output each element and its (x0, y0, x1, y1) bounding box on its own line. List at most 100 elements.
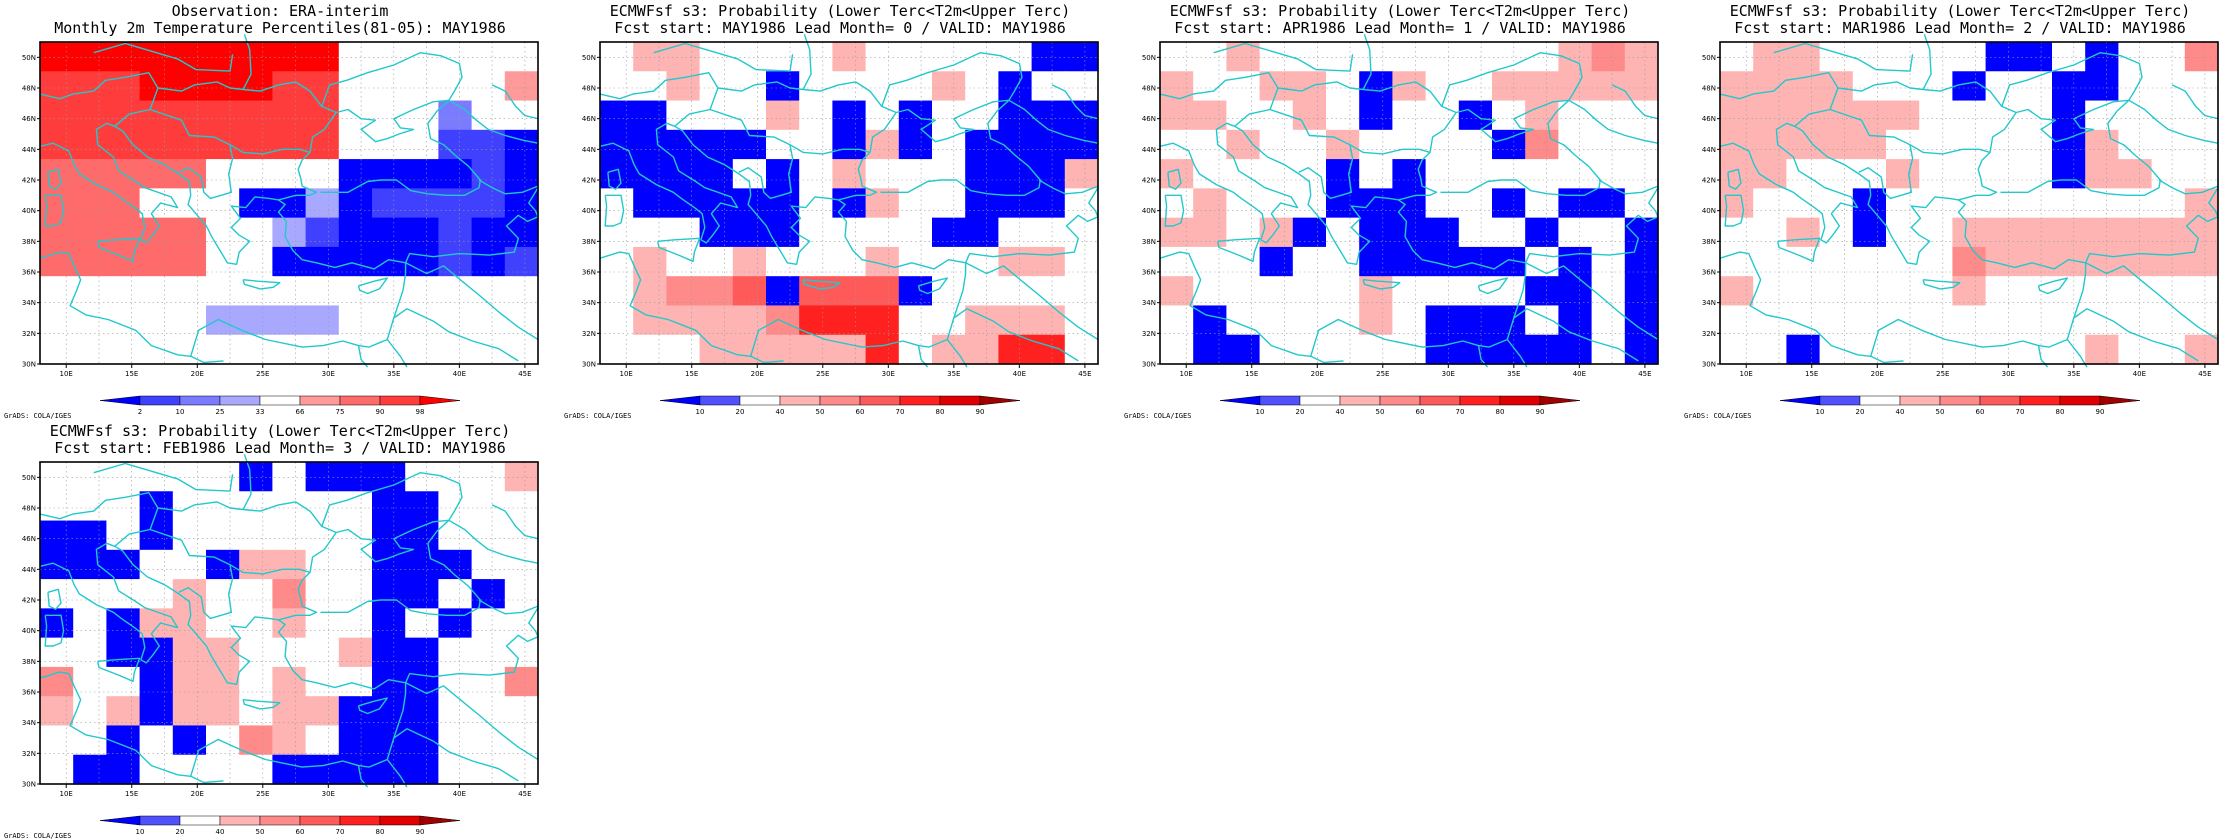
grid-cell (2151, 276, 2186, 307)
x-tick-label: 35E (1507, 370, 1520, 378)
grid-cell (239, 334, 273, 365)
grid-cell (2052, 217, 2086, 248)
colorbar-swatch (419, 395, 461, 406)
colorbar-swatch (259, 815, 301, 826)
grid-cell (504, 159, 539, 189)
grid-cell (206, 462, 240, 492)
x-tick-label: 15E (1245, 370, 1258, 378)
grid-cell (372, 129, 406, 160)
grid-cell (438, 696, 473, 727)
coastline (357, 697, 388, 715)
coastline (1922, 279, 1961, 290)
grid-cell (239, 549, 273, 580)
x-tick-label: 25E (256, 370, 269, 378)
y-tick-label: 38N (1142, 238, 1156, 246)
grid-cell (799, 188, 833, 219)
colorbar-label: 20 (1296, 408, 1305, 416)
grid-cell (1919, 188, 1953, 219)
grid-cell (1492, 42, 1526, 72)
grid-cell (2018, 305, 2053, 336)
grid-cell (239, 188, 273, 219)
grid-cell (338, 696, 373, 727)
grid-cell (732, 217, 767, 248)
grid-cell (1786, 276, 1821, 307)
grid-cell (1919, 129, 1953, 160)
grid-cell (172, 305, 207, 336)
coastline (964, 214, 1099, 264)
panel-title-line2: Fcst start: MAY1986 Lead Month= 0 / VALI… (614, 19, 1066, 37)
grid-cell (206, 159, 240, 189)
coastline (750, 355, 784, 364)
grid-cell (666, 217, 701, 248)
grid-cell (1392, 305, 1427, 336)
grid-cell (2118, 217, 2153, 248)
grid-cell (40, 579, 74, 609)
grid-cell (1753, 334, 1787, 365)
grid-cell (2018, 159, 2053, 189)
grid-cell (471, 549, 506, 580)
colorbar-label: 50 (1376, 408, 1385, 416)
grid-cell (1359, 217, 1393, 248)
grid-cell (1952, 129, 1987, 160)
grid-cell (1492, 159, 1526, 189)
grid-cell (1720, 276, 1754, 307)
grid-cell (1886, 42, 1920, 72)
grid-cell (1952, 71, 1987, 102)
grid-cell (1525, 334, 1559, 365)
grid-cell (965, 217, 999, 248)
grid-cell (1425, 71, 1460, 102)
grid-cell (1064, 42, 1099, 72)
grid-cell (666, 71, 701, 102)
grid-cell (73, 100, 107, 131)
coastline (1773, 42, 1914, 72)
grid-cell (338, 491, 373, 522)
panel-forecast-lead2: ECMWFsf s3: Probability (Lower Terc<T2m<… (1680, 0, 2240, 420)
coastline (1525, 262, 1659, 341)
grid-cell (106, 217, 141, 248)
grid-cell (1064, 71, 1099, 102)
coastline (44, 194, 65, 227)
coastline (1167, 168, 1182, 190)
grid-cell (1753, 100, 1787, 131)
grid-cell (932, 129, 966, 160)
grid-cell (732, 334, 767, 365)
grid-cell (172, 334, 207, 365)
grid-cell (1458, 334, 1493, 365)
grid-cell (799, 159, 833, 189)
grid-cell (898, 305, 933, 336)
grid-cell (1425, 159, 1460, 189)
grid-cell (1226, 100, 1261, 131)
colorbar-label: 25 (216, 408, 225, 416)
panel-title-line1: Observation: ERA-interim (171, 2, 389, 20)
y-tick-label: 46N (22, 115, 36, 123)
grid-cell (504, 579, 539, 609)
coastline (1398, 99, 1601, 201)
grid-cell (699, 188, 734, 219)
grid-cell (832, 42, 867, 72)
grid-cell (139, 462, 174, 492)
grid-cell (1458, 159, 1493, 189)
grid-cell (1591, 276, 1626, 307)
coastline (278, 99, 481, 201)
grid-cell (504, 42, 539, 72)
coastline (528, 607, 539, 638)
colorbar-swatch (139, 395, 181, 406)
grid-cell (106, 520, 141, 551)
coastline (1524, 214, 1659, 264)
colorbar-label: 33 (256, 408, 265, 416)
grid-cell (2151, 188, 2186, 219)
colorbar-swatch (179, 395, 221, 406)
colorbar-label: 40 (1896, 408, 1905, 416)
grid-cell (766, 334, 800, 365)
coastline (93, 42, 234, 72)
y-tick-label: 34N (22, 299, 36, 307)
grid-cell (1326, 129, 1360, 160)
y-tick-label: 36N (582, 269, 596, 277)
grid-cell (305, 334, 340, 365)
grid-cell (1624, 334, 1659, 365)
panel-title-line1: ECMWFsf s3: Probability (Lower Terc<T2m<… (609, 2, 1071, 20)
coastline (39, 542, 407, 777)
grid-cell (106, 276, 141, 307)
grid-cell (372, 549, 406, 580)
grid-cell (600, 100, 634, 131)
